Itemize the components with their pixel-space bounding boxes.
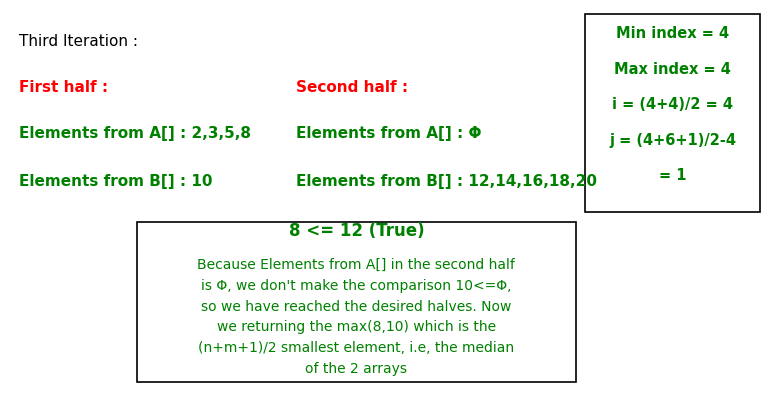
Text: Min index = 4: Min index = 4 [616,26,730,41]
Text: i = (4+4)/2 = 4: i = (4+4)/2 = 4 [612,97,733,112]
Text: Because Elements from A[] in the second half: Because Elements from A[] in the second … [197,258,515,272]
Text: is Φ, we don't make the comparison 10<=Φ,: is Φ, we don't make the comparison 10<=Φ… [201,279,511,293]
Text: j = (4+6+1)/2-4: j = (4+6+1)/2-4 [609,133,737,148]
Text: Third Iteration :: Third Iteration : [19,34,138,49]
Text: Elements from B[] : 12,14,16,18,20: Elements from B[] : 12,14,16,18,20 [296,174,597,189]
Text: Elements from A[] : Φ: Elements from A[] : Φ [296,126,482,141]
FancyBboxPatch shape [585,14,760,212]
Text: = 1: = 1 [659,168,687,183]
Text: Elements from B[] : 10: Elements from B[] : 10 [19,174,213,189]
Text: Max index = 4: Max index = 4 [614,62,731,76]
FancyBboxPatch shape [137,222,576,382]
Text: of the 2 arrays: of the 2 arrays [306,362,407,376]
Text: so we have reached the desired halves. Now: so we have reached the desired halves. N… [201,300,511,314]
Text: we returning the max(8,10) which is the: we returning the max(8,10) which is the [217,320,496,334]
Text: 8 <= 12 (True): 8 <= 12 (True) [289,222,424,240]
Text: Second half :: Second half : [296,80,408,95]
Text: (n+m+1)/2 smallest element, i.e, the median: (n+m+1)/2 smallest element, i.e, the med… [198,341,515,355]
Text: Elements from A[] : 2,3,5,8: Elements from A[] : 2,3,5,8 [19,126,251,141]
Text: First half :: First half : [19,80,108,95]
